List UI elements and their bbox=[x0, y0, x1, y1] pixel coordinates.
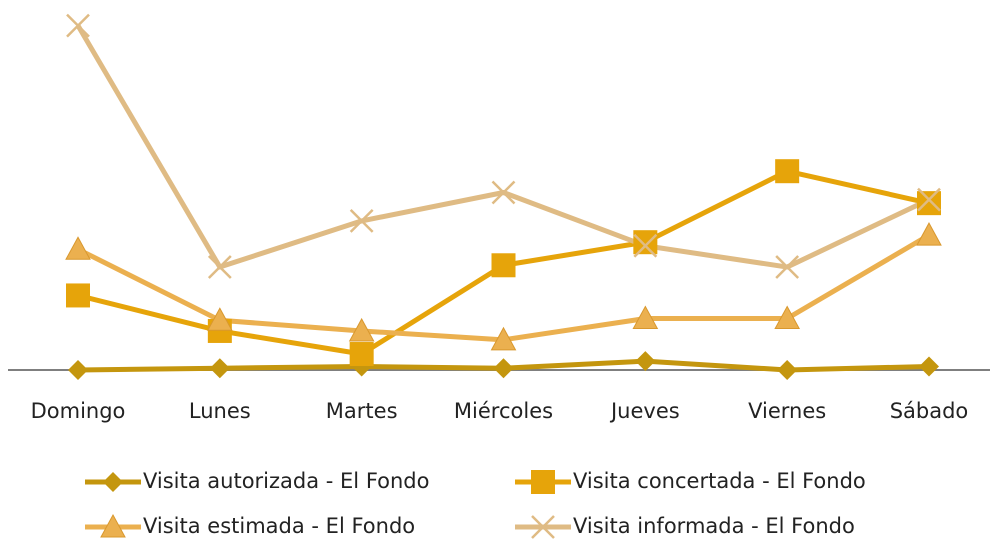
x-tick-label: Jueves bbox=[609, 399, 680, 423]
data-point bbox=[635, 351, 656, 372]
data-point bbox=[491, 253, 516, 278]
data-point bbox=[68, 360, 88, 380]
data-point bbox=[349, 209, 374, 233]
data-point bbox=[65, 236, 91, 260]
legend-label: Visita informada - El Fondo bbox=[573, 514, 855, 538]
x-tick-label: Lunes bbox=[189, 399, 251, 423]
x-tick-label: Martes bbox=[326, 399, 398, 423]
data-point bbox=[207, 255, 232, 279]
data-point bbox=[917, 191, 941, 216]
series-line bbox=[75, 24, 931, 270]
x-tick-label: Sábado bbox=[890, 399, 969, 423]
legend-marker bbox=[531, 515, 555, 539]
data-point bbox=[917, 187, 941, 212]
data-point bbox=[916, 222, 942, 246]
x-tick-label: Viernes bbox=[748, 399, 826, 423]
legend-label: Visita concertada - El Fondo bbox=[573, 469, 866, 493]
legend-label: Visita autorizada - El Fondo bbox=[143, 469, 429, 493]
data-point bbox=[66, 13, 90, 38]
data-point bbox=[775, 255, 800, 279]
data-point bbox=[349, 342, 374, 367]
legend-marker bbox=[103, 472, 123, 492]
legend-marker bbox=[531, 470, 555, 494]
x-tick-label: Domingo bbox=[31, 399, 126, 423]
x-tick-label: Miércoles bbox=[454, 399, 553, 423]
data-point bbox=[206, 307, 233, 331]
series-line bbox=[76, 232, 931, 343]
data-point bbox=[493, 358, 514, 379]
data-point bbox=[774, 305, 801, 330]
data-point bbox=[348, 317, 375, 342]
data-point bbox=[633, 233, 658, 258]
data-point bbox=[491, 180, 516, 205]
data-point bbox=[775, 159, 800, 184]
legend-marker bbox=[100, 513, 126, 538]
data-point bbox=[633, 230, 658, 255]
data-point bbox=[209, 358, 230, 379]
data-point bbox=[66, 283, 90, 308]
data-point bbox=[632, 305, 659, 330]
legend-label: Visita estimada - El Fondo bbox=[143, 514, 415, 538]
data-point bbox=[777, 360, 798, 380]
data-point bbox=[919, 356, 939, 377]
data-point bbox=[490, 326, 517, 351]
